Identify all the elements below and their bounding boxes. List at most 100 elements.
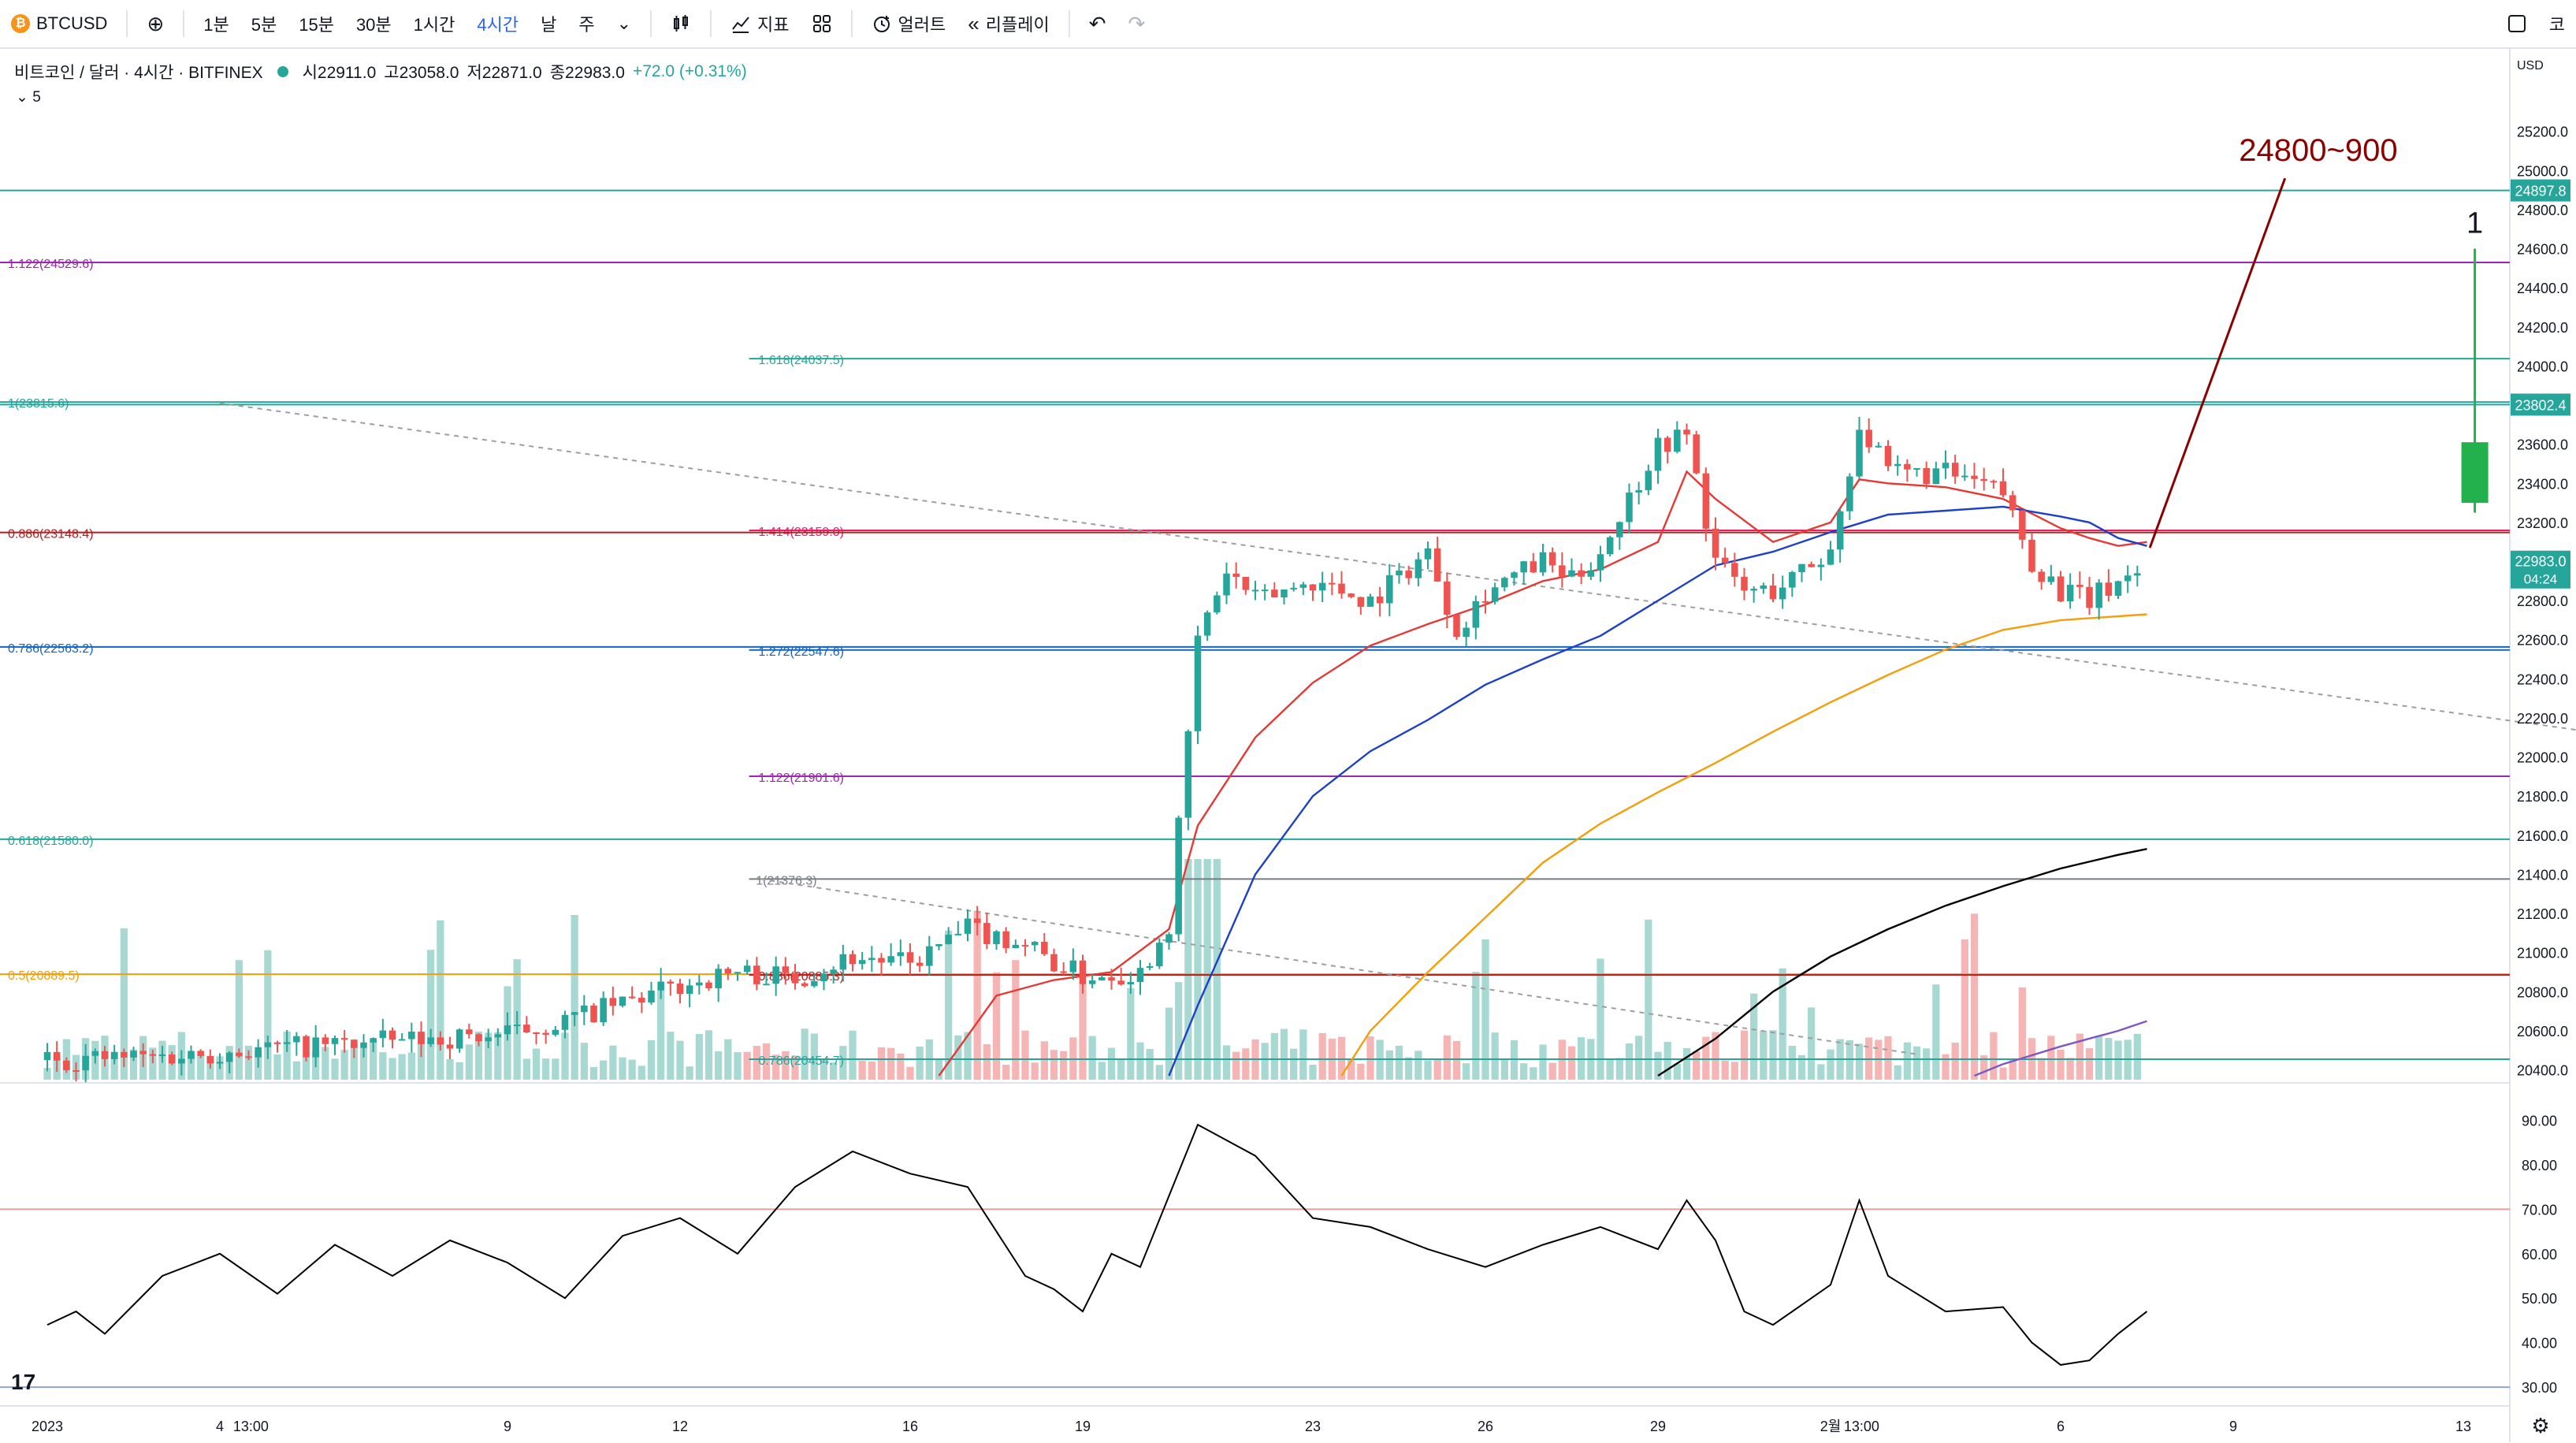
plus-circle-icon: ⊕ [147,11,165,35]
volume-bar [734,1052,742,1080]
price-tick-label: 22600.0 [2517,633,2568,649]
candle-body [1021,944,1029,947]
candle-body [772,966,779,984]
volume-bar [485,1032,493,1080]
market-status-dot [277,66,288,77]
time-tick-label: 16 [902,1419,918,1434]
candle-body [667,981,675,984]
candle-body [1146,965,1154,969]
rsi-tick-label: 70.00 [2522,1202,2557,1218]
volume-bar [398,1054,406,1080]
volume-bar [1079,982,1087,1080]
compare-symbol-button[interactable]: ⊕ [136,0,175,47]
volume-bar [1702,1036,1710,1080]
candle-body [293,1036,300,1043]
symbol-search[interactable]: ₿ BTCUSD [0,0,118,47]
interval-30m[interactable]: 30분 [355,15,392,35]
volume-bar [830,1062,838,1080]
interval-1m[interactable]: 1분 [203,15,229,35]
volume-bar [906,1066,914,1080]
candle-body [188,1051,195,1059]
volume-bar [2057,1050,2065,1080]
candle-body [158,1054,166,1057]
candle-body [1405,571,1412,578]
candle-body [1271,589,1278,598]
right-menu-button[interactable]: 코 [2548,15,2565,35]
interval-week[interactable]: 주 [578,15,595,35]
alerts-button[interactable]: 얼러트 [861,0,957,47]
candle-body [1942,463,1950,469]
replay-button[interactable]: « 리플레이 [957,0,1060,47]
candle-body [1117,980,1124,985]
interval-4h[interactable]: 4시간 [477,15,519,35]
volume-bar [1730,1062,1738,1080]
time-tick-label: 12 [672,1419,688,1434]
volume-bar [1932,984,1940,1080]
volume-bar [1481,939,1489,1080]
candle-body [1741,576,1748,591]
volume-bar [1098,1062,1106,1080]
volume-bar [120,928,128,1080]
layout-button[interactable] [801,0,843,47]
settings-gear-icon[interactable]: ⚙ [2531,1414,2549,1437]
volume-bar [494,1032,502,1080]
candle-body [1875,445,1883,448]
candle-body [897,952,905,957]
candle-body [964,918,972,934]
level-label: 1.618(24037.5) [758,354,844,367]
candle-body [360,1042,367,1048]
volume-bar [1520,1063,1528,1080]
volume-bar [1443,1035,1451,1080]
candle-body [1386,575,1393,604]
chart-type-button[interactable] [660,0,702,47]
chart-canvas[interactable]: 1.122(24529.6)1.618(24037.5)1(23815.6)1.… [0,49,2576,1443]
legend-close: 종22983.0 [549,64,625,82]
interval-day[interactable]: 날 [541,15,557,35]
indicator-collapse-toggle[interactable]: ⌄ 5 [16,89,41,106]
candle-body [1414,559,1422,578]
candle-body [1050,954,1058,972]
indicators-button[interactable]: 지표 [719,0,800,47]
interval-1h[interactable]: 1시간 [413,15,455,35]
candle-body [801,983,808,987]
candle-body [1012,944,1020,949]
interval-5m[interactable]: 5분 [251,15,277,35]
interval-15m[interactable]: 15분 [299,15,334,35]
candle-body [590,1005,597,1023]
annotation: 24800~900 [2148,133,2398,549]
fullscreen-button[interactable] [2496,0,2538,47]
candle-body [1069,960,1077,973]
volume-bar [1270,1032,1278,1080]
volume-bar [1567,1046,1576,1080]
volume-bar [589,1066,598,1080]
candle-body [1281,589,1288,598]
candle-body [571,1012,578,1015]
moving-average-line [1168,505,2147,1077]
volume-bar [637,1066,645,1080]
volume-bar [340,1050,348,1080]
candle-body [1194,635,1202,731]
volume-bar [609,1045,617,1080]
interval-dropdown[interactable]: ⌄ [606,0,642,47]
moving-average-line [1657,848,2147,1077]
volume-bar [657,990,665,1080]
volume-bar [110,1053,118,1080]
candle-body [1626,492,1633,523]
candle-body [1357,597,1365,607]
volume-bar [600,1060,608,1080]
candle-body [533,1032,540,1034]
undo-button[interactable]: ↶ [1078,0,1117,47]
volume-bar [935,1058,943,1080]
candle-body [1347,593,1355,597]
volume-bar [1127,987,1135,1080]
trendlines [219,402,2576,1055]
price-tick-label: 24600.0 [2517,242,2568,258]
volume-bar [1088,1036,1096,1080]
price-badge [2511,393,2570,416]
volume-bar [1309,1065,1317,1080]
redo-button[interactable]: ↷ [1117,0,1156,47]
price-candles [43,416,2141,1083]
volume-bar [715,1051,723,1080]
candle-body [1338,583,1345,594]
candle-body [63,1060,70,1070]
